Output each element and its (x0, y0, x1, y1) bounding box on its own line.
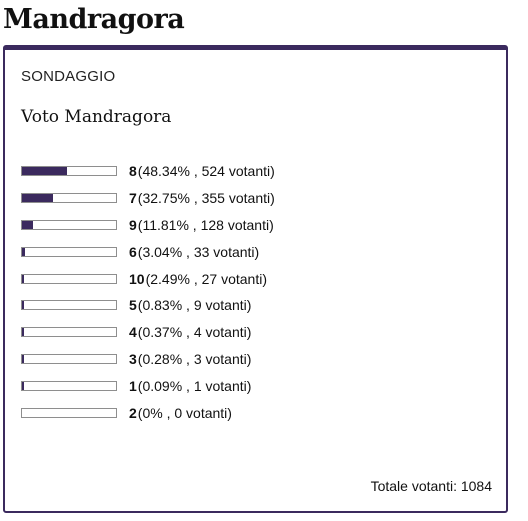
poll-option-value: 8 (129, 163, 137, 180)
poll-total-votes: Totale votanti: 1084 (370, 478, 492, 494)
poll-option-detail: (0% , 0 votanti) (137, 404, 232, 421)
page-title: Mandragora (3, 4, 185, 35)
poll-option: 9 (11.81% , 128 votanti) (21, 212, 491, 239)
poll-widget: SONDAGGIO Voto Mandragora 8 (48.34% , 52… (3, 45, 508, 513)
poll-option: 8 (48.34% , 524 votanti) (21, 158, 491, 185)
poll-option-bar-fill (22, 328, 25, 337)
poll-option-bar-fill (22, 381, 25, 390)
poll-section-label: SONDAGGIO (21, 68, 116, 85)
poll-option: 1 (0.09% , 1 votanti) (21, 372, 491, 399)
poll-option: 5 (0.83% , 9 votanti) (21, 292, 491, 319)
poll-option-value: 6 (129, 243, 137, 260)
poll-option-bar-fill (22, 301, 25, 310)
poll-option-bar (21, 193, 117, 204)
poll-option-bar (21, 273, 117, 284)
poll-option-bar (21, 407, 117, 418)
poll-option-bar-fill (22, 274, 25, 283)
poll-option-bar (21, 327, 117, 338)
poll-option-bar (21, 353, 117, 364)
poll-option-value: 9 (129, 216, 137, 233)
poll-option-bar (21, 380, 117, 391)
poll-option-detail: (0.83% , 9 votanti) (137, 297, 252, 314)
poll-option-value: 7 (129, 190, 137, 207)
poll-option: 7 (32.75% , 355 votanti) (21, 185, 491, 212)
poll-option-detail: (0.09% , 1 votanti) (137, 377, 252, 394)
poll-option-value: 1 (129, 377, 137, 394)
poll-option-bar-fill (22, 220, 34, 229)
poll-option-bar-fill (22, 167, 68, 176)
poll-option-value: 5 (129, 297, 137, 314)
poll-option-detail: (48.34% , 524 votanti) (137, 163, 275, 180)
poll-option-bar (21, 166, 117, 177)
poll-option-detail: (11.81% , 128 votanti) (137, 216, 274, 233)
poll-option-detail: (0.28% , 3 votanti) (137, 350, 252, 367)
poll-option-bar-fill (22, 194, 53, 203)
poll-option-detail: (0.37% , 4 votanti) (137, 324, 252, 341)
poll-options-list: 8 (48.34% , 524 votanti) 7 (32.75% , 355… (21, 158, 491, 426)
poll-option-bar (21, 246, 117, 257)
poll-option: 6 (3.04% , 33 votanti) (21, 238, 491, 265)
poll-option-value: 4 (129, 324, 137, 341)
poll-option-bar-fill (22, 247, 25, 256)
poll-option: 10 (2.49% , 27 votanti) (21, 265, 491, 292)
poll-option-detail: (2.49% , 27 votanti) (145, 270, 267, 287)
poll-option: 4 (0.37% , 4 votanti) (21, 319, 491, 346)
poll-option-value: 10 (129, 270, 145, 287)
poll-question: Voto Mandragora (21, 107, 172, 127)
poll-option-detail: (3.04% , 33 votanti) (137, 243, 260, 260)
poll-option-bar-fill (22, 354, 25, 363)
poll-option-value: 2 (129, 404, 137, 421)
poll-option-value: 3 (129, 350, 137, 367)
poll-option: 3 (0.28% , 3 votanti) (21, 346, 491, 373)
poll-option-bar (21, 219, 117, 230)
poll-option-detail: (32.75% , 355 votanti) (137, 190, 275, 207)
poll-option-bar (21, 300, 117, 311)
poll-option: 2 (0% , 0 votanti) (21, 399, 491, 426)
